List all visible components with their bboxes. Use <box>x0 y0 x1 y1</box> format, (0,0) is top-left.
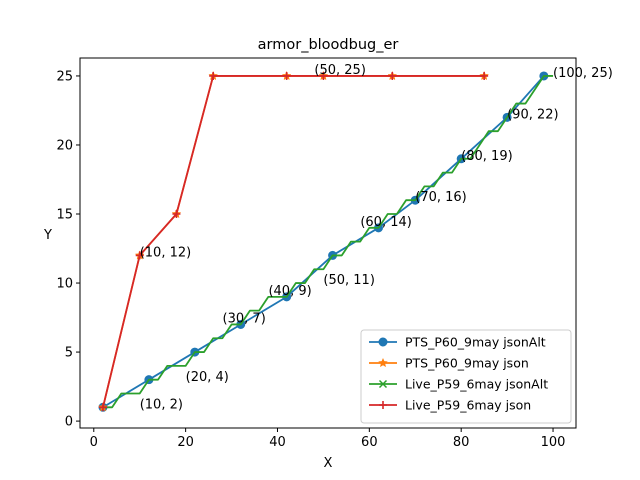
series-3-point-0 <box>98 403 107 412</box>
series-legend-point-1 <box>378 357 388 368</box>
legend-label: PTS_P60_9may jsonAlt <box>405 335 546 350</box>
x-tick-label: 0 <box>90 435 98 450</box>
legend-entry: PTS_P60_9may jsonAlt <box>369 335 546 350</box>
series-3-point-7 <box>480 71 489 80</box>
legend-entry: Live_P59_6may jsonAlt <box>369 377 548 392</box>
annotation-label: (30, 7) <box>223 311 266 326</box>
chart-title: armor_bloodbug_er <box>258 37 399 53</box>
series-2 <box>102 75 554 409</box>
annotation-label: (60, 14) <box>360 215 412 230</box>
annotation-label: (20, 4) <box>186 370 229 385</box>
plot-content <box>98 70 554 412</box>
annotations: (10, 2)(20, 4) (30, 7)(40, 9) (50, 11) (60,… <box>140 63 613 413</box>
y-axis-label: Y <box>43 228 52 243</box>
x-tick-label: 60 <box>361 435 378 450</box>
legend-label: Live_P59_6may json <box>405 398 531 413</box>
legend-label: PTS_P60_9may json <box>405 356 529 371</box>
y-tick-label: 15 <box>56 208 73 223</box>
series-3-point-2 <box>172 210 181 219</box>
annotation-label: (90, 22) <box>507 107 558 122</box>
y-axis: 0 5 10 15 20 25 <box>56 69 80 430</box>
annotation-label: (10, 2) <box>140 397 183 412</box>
x-axis: 0 20 40 60 80 100 <box>90 428 566 450</box>
annotation-label: (50, 11) <box>323 273 375 288</box>
series-2-line <box>102 75 554 409</box>
legend-box <box>360 329 572 424</box>
series-3-line <box>102 75 485 408</box>
x-axis-label: X <box>324 456 333 471</box>
annotation-label: (70, 16) <box>415 190 467 205</box>
legend: PTS_P60_9may jsonAlt PTS_P60_9may json Liv… <box>360 329 572 424</box>
y-tick-label: 0 <box>65 415 73 430</box>
series-3-point-6 <box>388 71 397 80</box>
y-tick-label: 10 <box>56 277 73 292</box>
legend-label: Live_P59_6may jsonAlt <box>405 377 548 392</box>
annotation-label: (10, 12) <box>140 245 192 260</box>
series-3-point-3 <box>209 71 218 80</box>
plot-frame <box>79 57 577 429</box>
annotation-label: (40, 9) <box>268 284 311 299</box>
series-3-point-1 <box>135 251 144 260</box>
y-tick-label: 25 <box>56 69 73 84</box>
series-legend-point-2 <box>378 379 388 389</box>
annotation-label: (100, 25) <box>553 66 613 81</box>
series-3 <box>98 71 489 412</box>
x-tick-label: 20 <box>177 435 194 450</box>
x-tick-label: 80 <box>453 435 470 450</box>
annotation-label: (80, 19) <box>461 149 513 164</box>
legend-entry: PTS_P60_9may json <box>369 356 529 371</box>
series-legend-point-3 <box>379 401 387 409</box>
y-tick-label: 5 <box>65 346 73 361</box>
series-3-point-4 <box>282 71 291 80</box>
series-3-point-5 <box>319 71 328 80</box>
x-tick-label: 100 <box>541 435 566 450</box>
x-tick-label: 40 <box>269 435 286 450</box>
series-legend-point-0 <box>378 337 388 347</box>
legend-entry: Live_P59_6may json <box>369 398 531 413</box>
annotation-label: (50, 25) <box>314 63 366 78</box>
y-tick-label: 20 <box>56 138 73 153</box>
